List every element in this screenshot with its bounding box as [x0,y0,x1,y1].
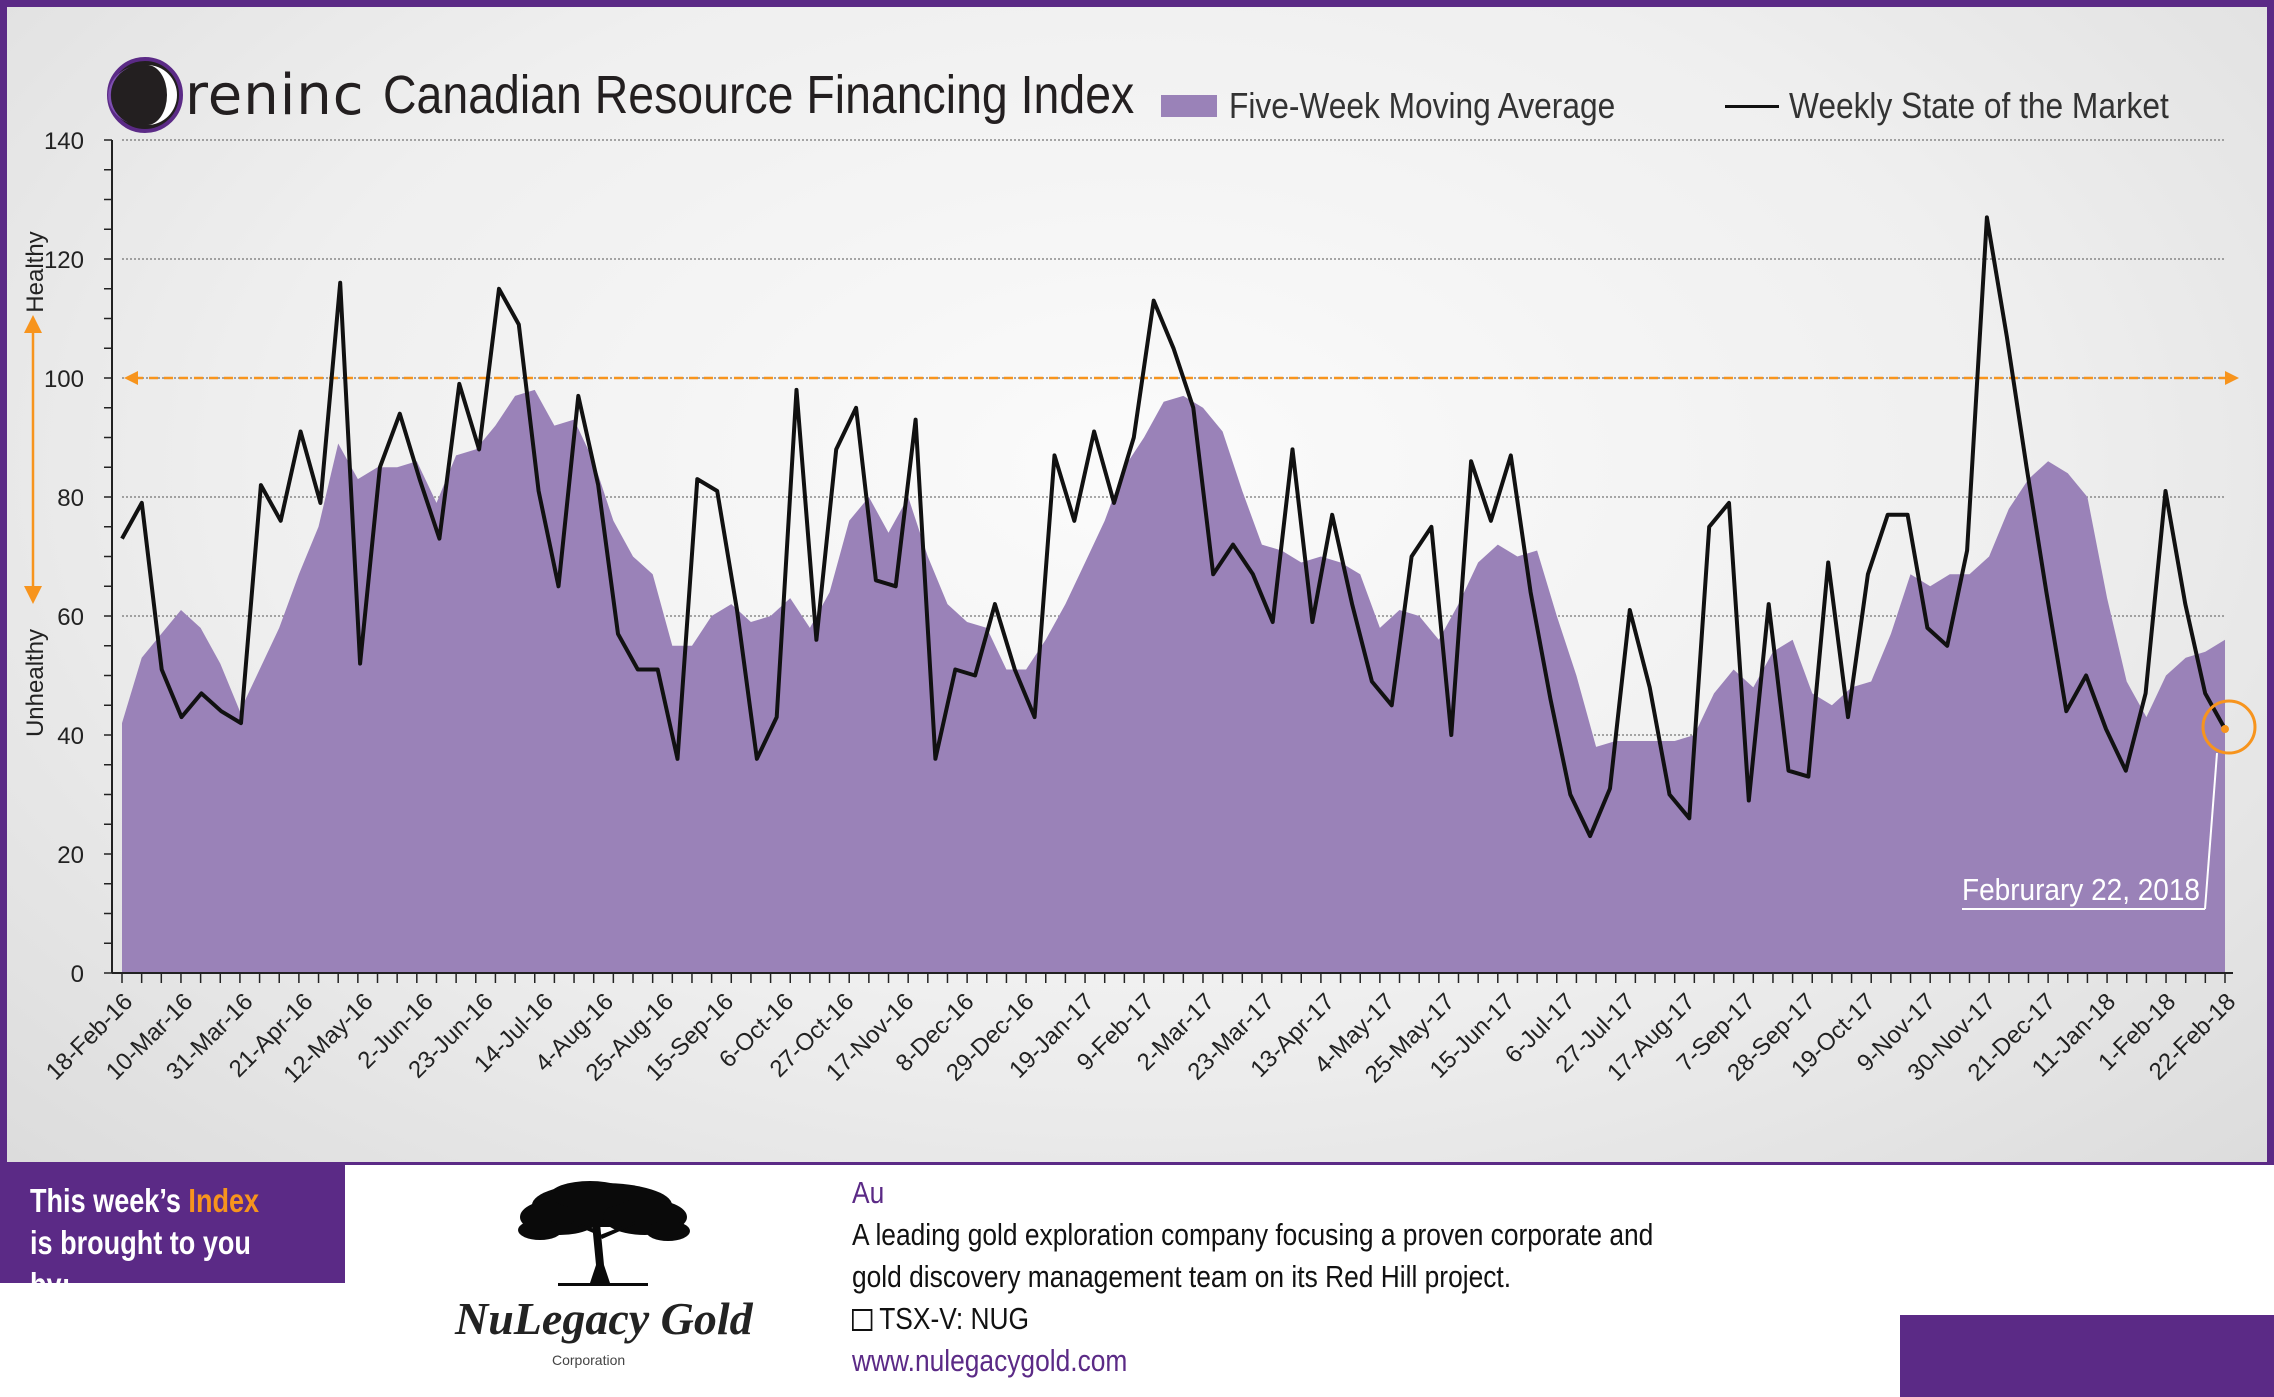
y-tick-label: 20 [57,842,84,869]
legend-label-weekly: Weekly State of the Market [1789,85,2170,126]
y-tick-label: 0 [71,961,84,988]
sponsor-corner-block [1900,1315,2274,1397]
weekly-state-line [120,215,2227,839]
oreninc-logo-icon [107,57,183,133]
y-tick-label: 40 [57,723,84,750]
y-tick-label: 80 [57,485,84,512]
company-info: Au A leading gold exploration company fo… [852,1172,1653,1382]
annotations: Healthy Unhealthy Februrary 22, 2018 [22,231,2257,910]
sponsor-intro-prefix: This week’s [30,1182,189,1219]
sponsor-intro-accent: Index [188,1182,260,1219]
company-name: NuLegacy Gold [455,1293,753,1344]
moving-average-area-layer [122,389,2225,973]
stock-chart-icon [852,1309,873,1331]
chart-panel: 0 20 40 60 80 100 120 140 18-Feb-16 10-Mar-16 31-M… [7,7,2267,1162]
legend-swatch-area [1160,95,1217,117]
commodity-label: Au [852,1175,885,1210]
y-tick-label: 100 [44,366,84,393]
unhealthy-label: Unhealthy [22,629,49,737]
y-tick-label: 120 [44,247,84,274]
threshold-arrow-right-icon [2225,371,2239,385]
sponsor-intro: This week’s Index is brought to you by: [30,1180,276,1306]
tree-logo-icon [518,1181,690,1286]
latest-point-circle [2201,699,2257,755]
threshold-layer [124,371,2239,385]
legend-item-moving-average: Five-Week Moving Average [1160,85,1668,127]
latest-date-label: Februrary 22, 2018 [1962,872,2200,907]
legend-item-weekly: Weekly State of the Market [1725,85,2221,127]
arrow-down-icon [24,586,42,604]
y-tick-label: 140 [44,128,84,155]
arrow-up-icon [24,315,42,333]
threshold-arrow-left-icon [124,371,138,385]
legend-label-moving-average: Five-Week Moving Average [1228,85,1615,126]
ticker: TSX-V: NUG [879,1301,1030,1336]
sponsor-blank-area [0,1283,345,1397]
chart: 02040608010012014018-Feb-1610-Mar-1631-M… [22,128,2257,1088]
company-description-line2: gold discovery management team on its Re… [852,1259,1512,1294]
healthy-label: Healthy [22,231,49,312]
moving-average-area [122,389,2225,973]
chart-title: Canadian Resource Financing Index [382,65,1134,125]
weekly-line-layer [120,215,2227,839]
sponsor-intro-box [0,1165,345,1283]
website-link[interactable]: www.nulegacygold.com [852,1343,1128,1378]
company-subtitle: Corporation [552,1352,626,1368]
company-description-line1: A leading gold exploration company focus… [852,1217,1654,1252]
brand-name: reninc [185,62,365,128]
latest-point-marker [2221,725,2229,734]
legend: Five-Week Moving Average Weekly State of… [1103,85,2221,127]
callout-leader [2204,752,2218,910]
y-tick-label: 60 [57,604,84,631]
ticker-row: TSX-V: NUG [852,1298,1653,1340]
sponsor-intro-suffix: is brought to you by: [30,1224,251,1303]
legend-swatch-line [1725,104,1780,108]
chart-title-block: reninc Canadian Resource Financing Index [107,55,1256,135]
